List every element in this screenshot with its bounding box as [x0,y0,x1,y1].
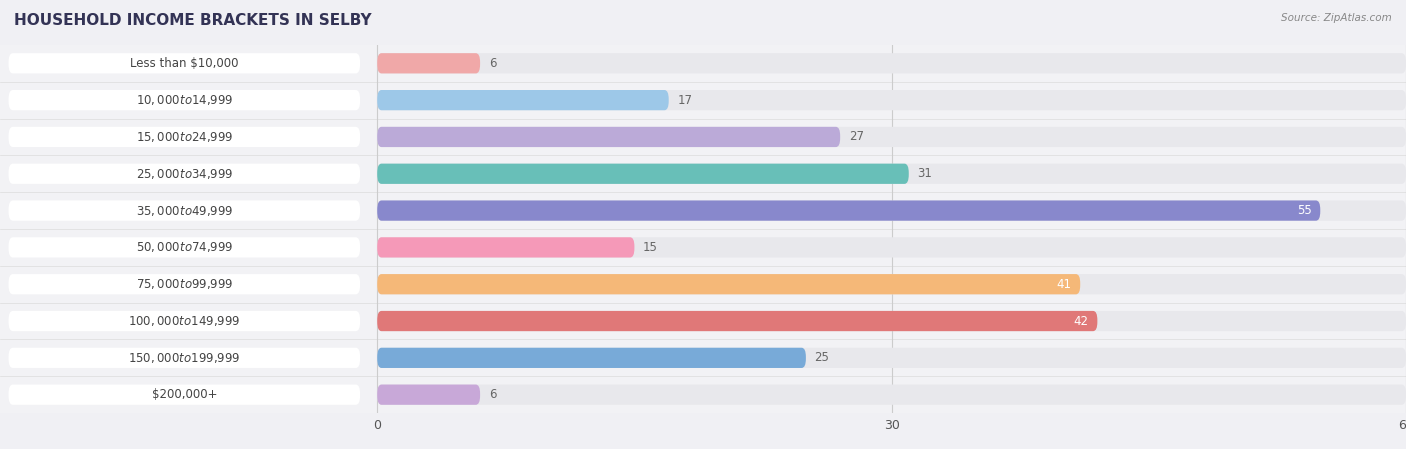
Text: HOUSEHOLD INCOME BRACKETS IN SELBY: HOUSEHOLD INCOME BRACKETS IN SELBY [14,13,371,28]
FancyBboxPatch shape [8,53,360,74]
Text: 31: 31 [917,167,932,180]
Text: $25,000 to $34,999: $25,000 to $34,999 [135,167,233,181]
FancyBboxPatch shape [377,200,1406,221]
FancyBboxPatch shape [377,274,1080,295]
FancyBboxPatch shape [0,339,1406,376]
FancyBboxPatch shape [8,200,360,221]
FancyBboxPatch shape [377,53,479,74]
Text: 6: 6 [489,57,496,70]
FancyBboxPatch shape [377,311,1097,331]
FancyBboxPatch shape [377,311,1406,331]
FancyBboxPatch shape [377,237,1406,258]
FancyBboxPatch shape [377,90,669,110]
FancyBboxPatch shape [8,237,360,258]
FancyBboxPatch shape [377,200,1320,221]
Text: Less than $10,000: Less than $10,000 [131,57,239,70]
FancyBboxPatch shape [0,82,1406,119]
FancyBboxPatch shape [8,348,360,368]
Text: $75,000 to $99,999: $75,000 to $99,999 [135,277,233,291]
FancyBboxPatch shape [377,163,908,184]
FancyBboxPatch shape [8,127,360,147]
FancyBboxPatch shape [377,384,1406,405]
FancyBboxPatch shape [377,90,1406,110]
FancyBboxPatch shape [377,274,1406,295]
FancyBboxPatch shape [377,127,1406,147]
FancyBboxPatch shape [0,119,1406,155]
FancyBboxPatch shape [0,192,1406,229]
FancyBboxPatch shape [377,237,634,258]
FancyBboxPatch shape [377,53,1406,74]
FancyBboxPatch shape [377,127,841,147]
Text: $150,000 to $199,999: $150,000 to $199,999 [128,351,240,365]
Text: 55: 55 [1296,204,1312,217]
Text: 27: 27 [849,131,863,143]
Text: $35,000 to $49,999: $35,000 to $49,999 [135,203,233,218]
FancyBboxPatch shape [0,376,1406,413]
FancyBboxPatch shape [0,303,1406,339]
Text: 42: 42 [1074,315,1088,327]
FancyBboxPatch shape [8,274,360,295]
Text: $50,000 to $74,999: $50,000 to $74,999 [135,240,233,255]
Text: 15: 15 [643,241,658,254]
Text: $15,000 to $24,999: $15,000 to $24,999 [135,130,233,144]
Text: $10,000 to $14,999: $10,000 to $14,999 [135,93,233,107]
FancyBboxPatch shape [0,266,1406,303]
FancyBboxPatch shape [377,348,1406,368]
Text: 17: 17 [678,94,692,106]
FancyBboxPatch shape [377,384,479,405]
FancyBboxPatch shape [8,163,360,184]
FancyBboxPatch shape [377,163,1406,184]
FancyBboxPatch shape [8,311,360,331]
FancyBboxPatch shape [8,384,360,405]
FancyBboxPatch shape [0,155,1406,192]
Text: 6: 6 [489,388,496,401]
FancyBboxPatch shape [0,45,1406,82]
Text: Source: ZipAtlas.com: Source: ZipAtlas.com [1281,13,1392,23]
Text: $100,000 to $149,999: $100,000 to $149,999 [128,314,240,328]
Text: 41: 41 [1057,278,1071,291]
Text: 25: 25 [814,352,830,364]
FancyBboxPatch shape [377,348,806,368]
FancyBboxPatch shape [0,229,1406,266]
Text: $200,000+: $200,000+ [152,388,217,401]
FancyBboxPatch shape [8,90,360,110]
